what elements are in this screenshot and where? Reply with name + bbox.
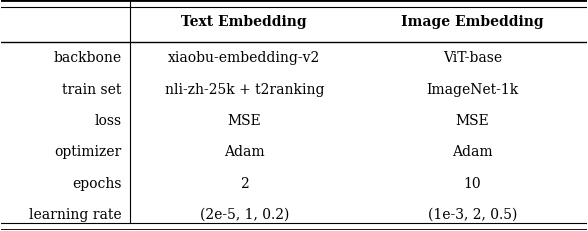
- Text: (2e-5, 1, 0.2): (2e-5, 1, 0.2): [199, 207, 289, 221]
- Text: MSE: MSE: [228, 113, 261, 128]
- Text: ImageNet-1k: ImageNet-1k: [426, 82, 519, 96]
- Text: Adam: Adam: [452, 145, 493, 159]
- Text: learning rate: learning rate: [29, 207, 121, 221]
- Text: xiaobu-embedding-v2: xiaobu-embedding-v2: [168, 51, 320, 65]
- Text: train set: train set: [62, 82, 121, 96]
- Text: Image Embedding: Image Embedding: [401, 15, 544, 29]
- Text: loss: loss: [94, 113, 121, 128]
- Text: (1e-3, 2, 0.5): (1e-3, 2, 0.5): [428, 207, 517, 221]
- Text: epochs: epochs: [72, 176, 121, 190]
- Text: ViT-base: ViT-base: [443, 51, 502, 65]
- Text: nli-zh-25k + t2ranking: nli-zh-25k + t2ranking: [165, 82, 324, 96]
- Text: Text Embedding: Text Embedding: [182, 15, 307, 29]
- Text: MSE: MSE: [456, 113, 489, 128]
- Text: 2: 2: [240, 176, 249, 190]
- Text: Adam: Adam: [224, 145, 265, 159]
- Text: backbone: backbone: [54, 51, 121, 65]
- Text: optimizer: optimizer: [54, 145, 121, 159]
- Text: 10: 10: [464, 176, 482, 190]
